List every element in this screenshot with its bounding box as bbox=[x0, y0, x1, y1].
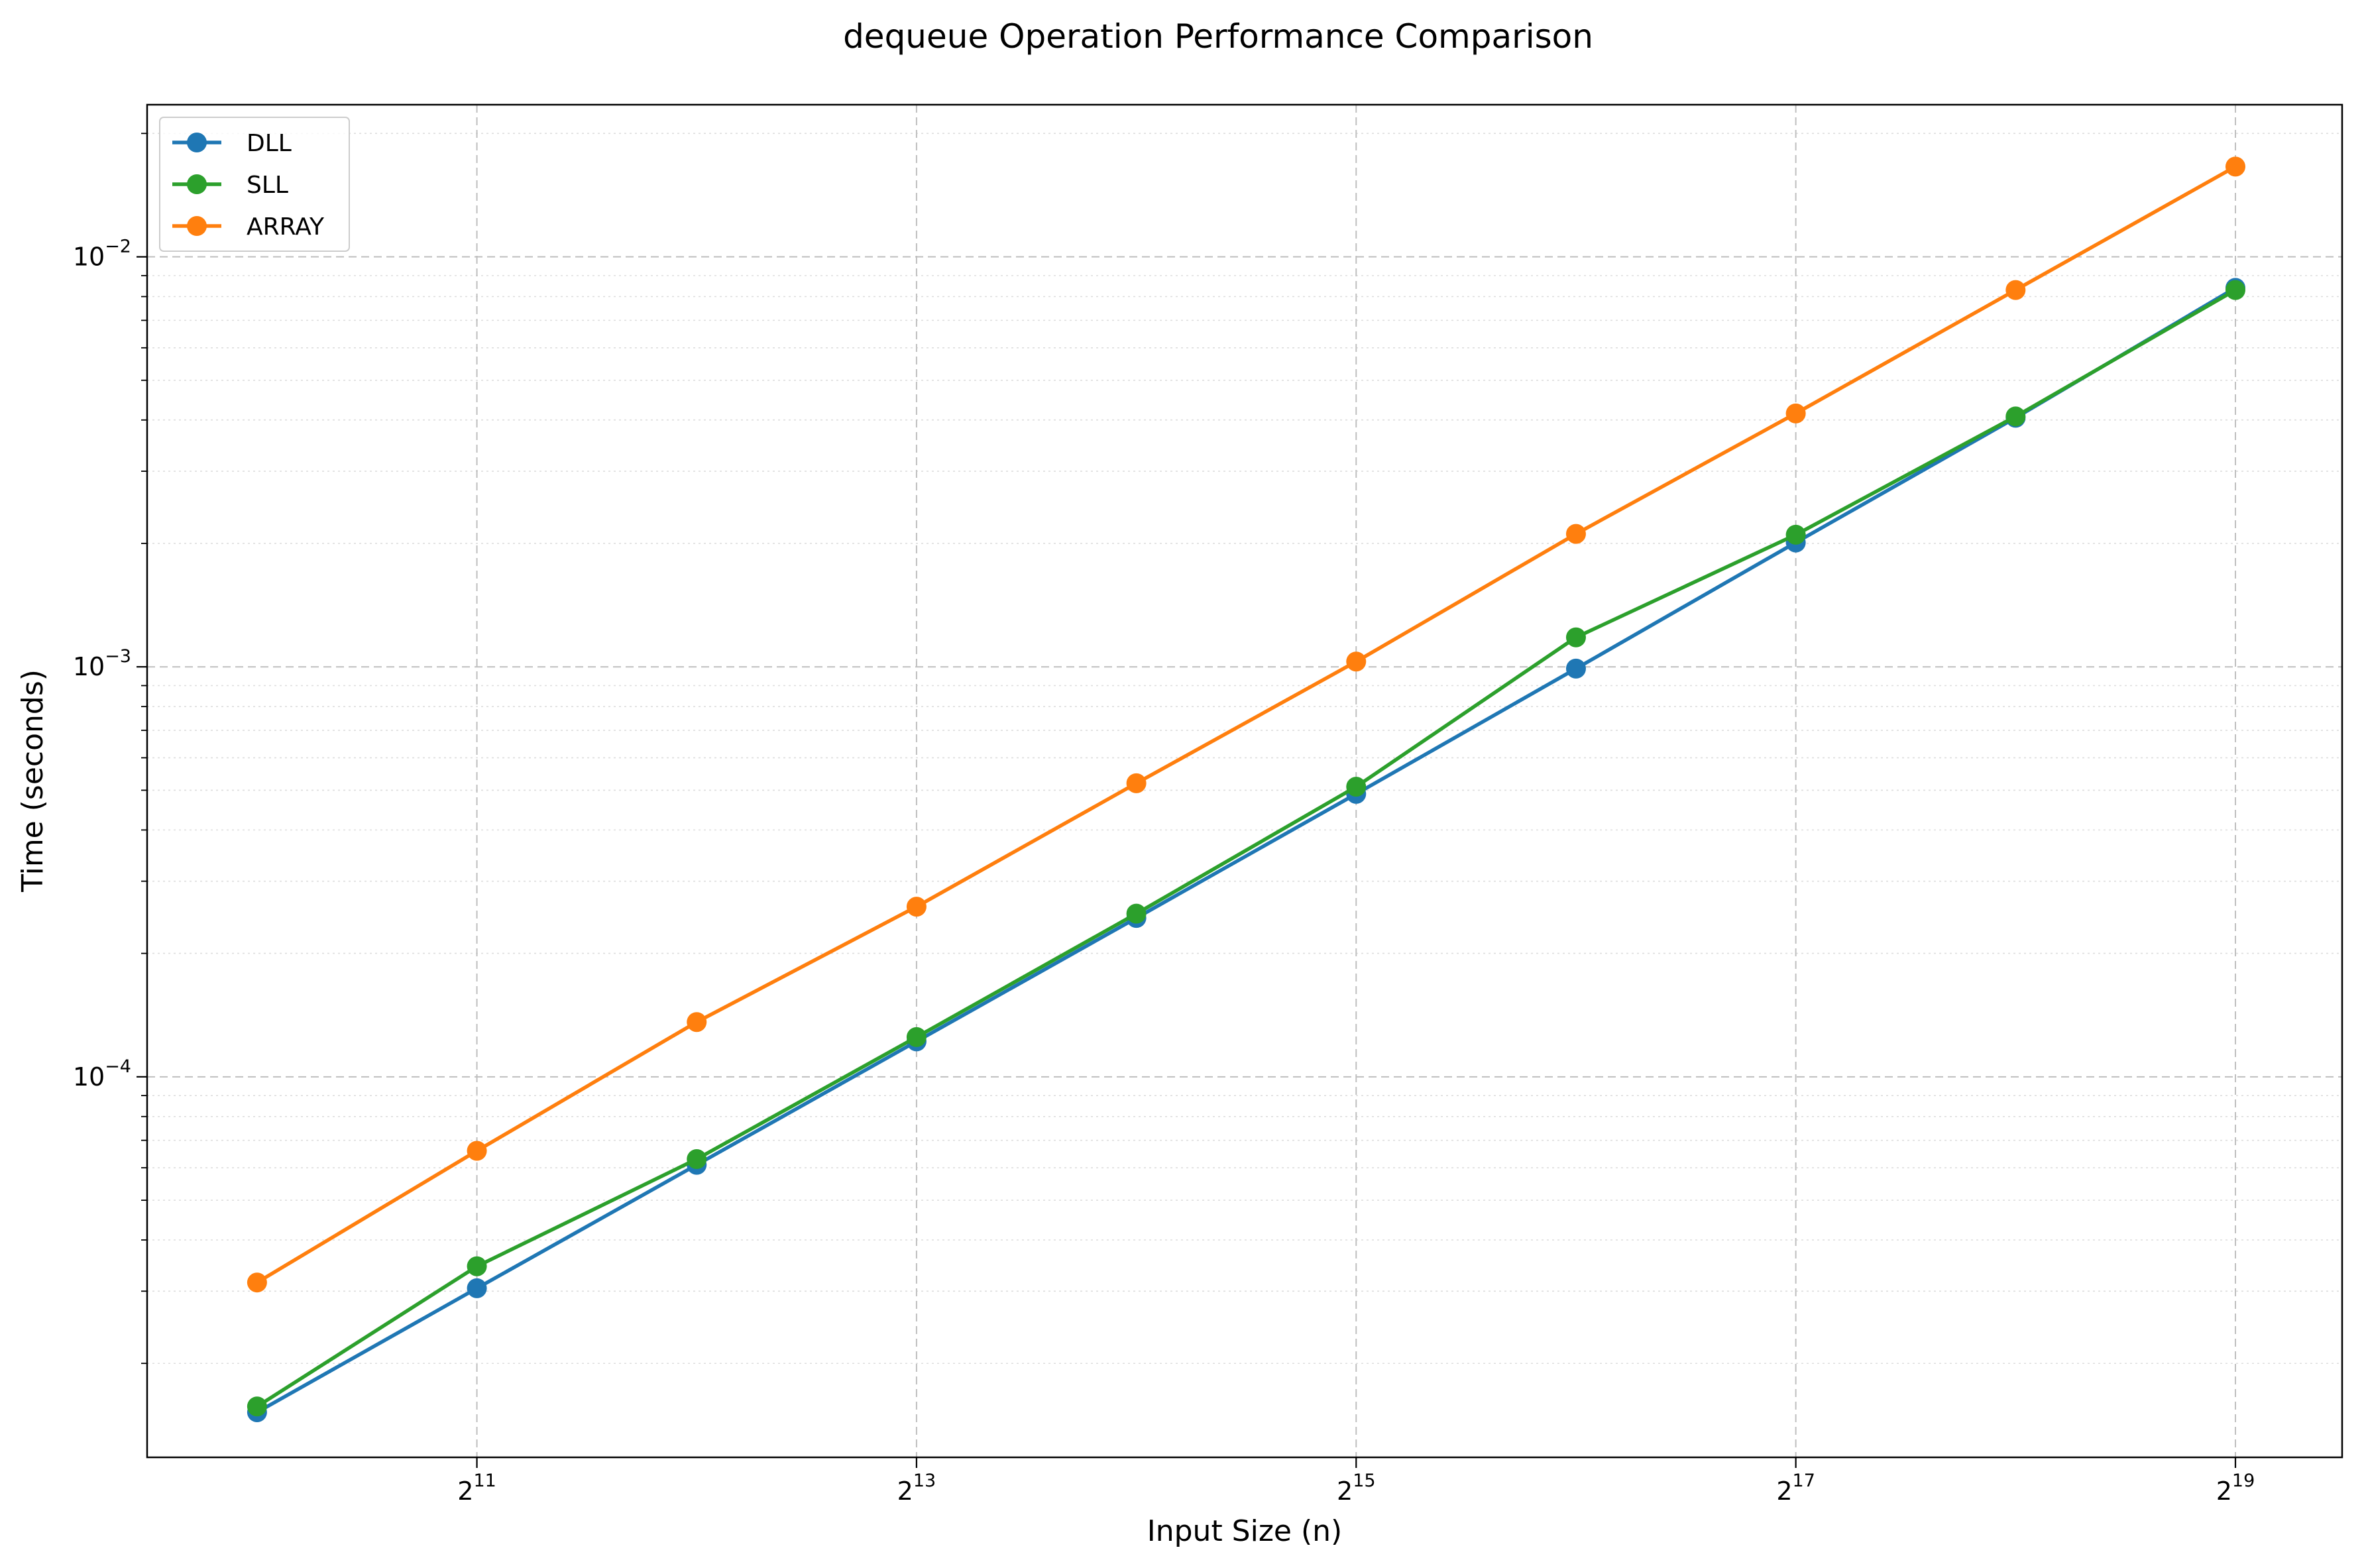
legend-marker-dll bbox=[187, 133, 207, 152]
data-point-sll bbox=[247, 1396, 267, 1417]
data-point-array bbox=[1785, 403, 1806, 423]
series-line-dll bbox=[256, 286, 2237, 1414]
data-point-array bbox=[467, 1141, 487, 1161]
series-array bbox=[247, 156, 2245, 1293]
chart-title: dequeue Operation Performance Comparison bbox=[843, 17, 1593, 56]
data-point-array bbox=[247, 1272, 267, 1293]
y-axis-label: Time (seconds) bbox=[16, 669, 50, 893]
legend-label-dll: DLL bbox=[247, 130, 292, 157]
data-point-array bbox=[1565, 524, 1586, 544]
data-point-sll bbox=[1126, 903, 1147, 924]
series-layer bbox=[247, 156, 2245, 1422]
data-point-sll bbox=[906, 1027, 927, 1047]
data-point-sll bbox=[1346, 777, 1367, 797]
legend-marker-array bbox=[187, 216, 207, 236]
legend-item-dll: DLL bbox=[172, 130, 292, 157]
series-line-array bbox=[256, 165, 2237, 1284]
minor-grid bbox=[147, 133, 2342, 1365]
legend-item-array: ARRAY bbox=[172, 213, 325, 241]
data-point-sll bbox=[467, 1256, 487, 1276]
data-point-sll bbox=[2005, 406, 2026, 427]
major-grid bbox=[147, 105, 2342, 1457]
legend-item-sll: SLL bbox=[172, 172, 288, 199]
series-line-sll bbox=[256, 288, 2237, 1408]
data-point-sll bbox=[1565, 627, 1586, 647]
data-point-dll bbox=[1565, 658, 1586, 679]
data-point-array bbox=[1346, 651, 1367, 672]
data-point-sll bbox=[687, 1148, 707, 1169]
legend-box bbox=[159, 117, 350, 252]
data-point-array bbox=[687, 1012, 707, 1033]
x-axis-label: Input Size (n) bbox=[1147, 1514, 1342, 1548]
data-point-dll bbox=[467, 1278, 487, 1298]
legend-label-sll: SLL bbox=[247, 172, 288, 199]
legend: DLL SLL ARRAY bbox=[159, 117, 350, 252]
data-point-sll bbox=[2225, 280, 2245, 300]
data-point-array bbox=[1126, 773, 1147, 793]
data-point-array bbox=[2005, 280, 2026, 300]
data-point-array bbox=[906, 897, 927, 917]
x-tick-label: 217 bbox=[1776, 1471, 1815, 1506]
legend-marker-sll bbox=[187, 174, 207, 194]
series-sll bbox=[247, 280, 2245, 1417]
legend-label-array: ARRAY bbox=[247, 213, 325, 241]
data-point-array bbox=[2225, 156, 2245, 177]
plot-area-frame bbox=[146, 103, 2343, 1459]
data-point-sll bbox=[1785, 524, 1806, 545]
